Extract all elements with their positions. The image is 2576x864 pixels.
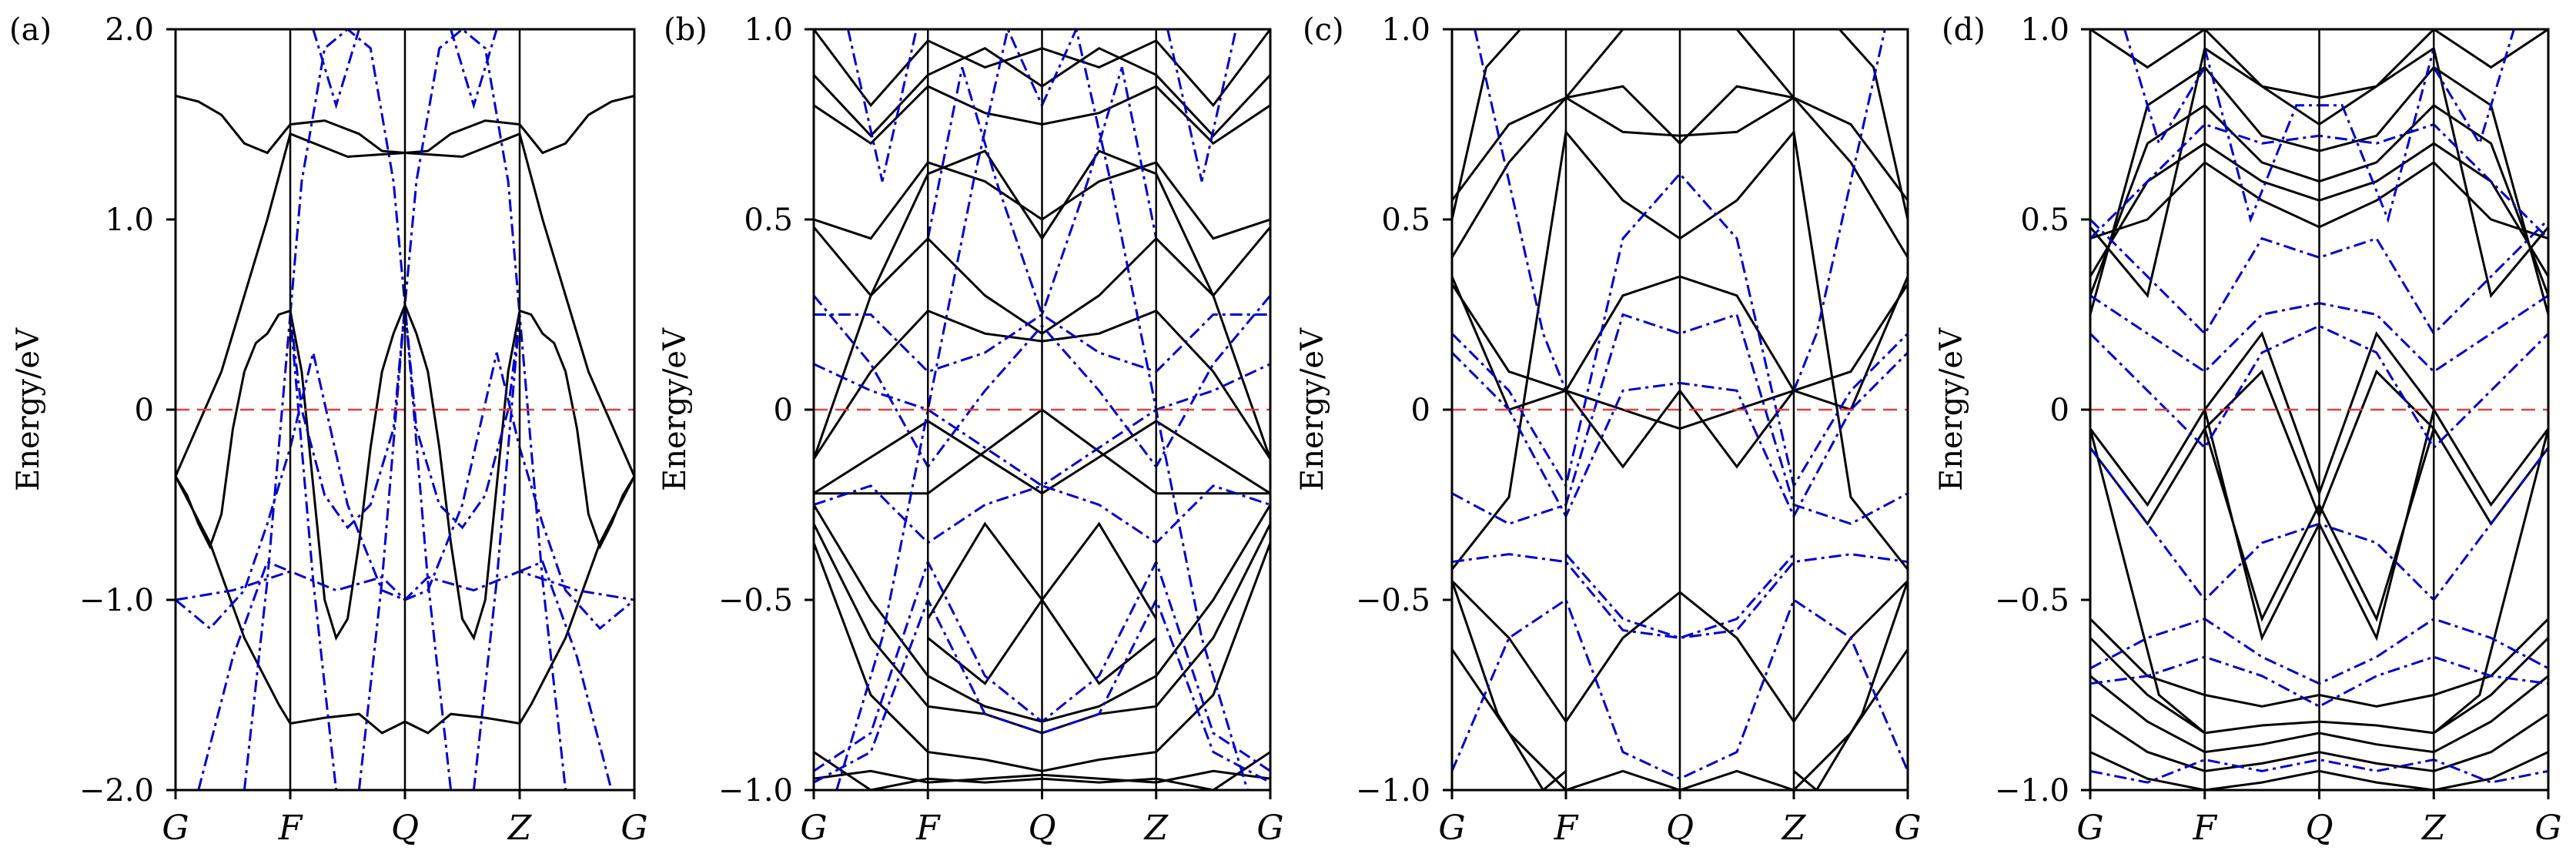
band-dashdot-24 [835, 29, 1043, 790]
band-solid-6 [1564, 29, 1795, 99]
band-dashdot-7 [289, 305, 521, 530]
xtick-label: F [915, 809, 941, 848]
panel-label: (c) [1303, 12, 1344, 48]
panel-2: −1.0 −0.5 0 0.5 1.0 G F Q Z G Energy/eV (b) [657, 12, 1284, 848]
xtick-label: G [2076, 809, 2103, 848]
band-dashdot-17 [1452, 553, 1908, 639]
band-dashdot-16 [1452, 313, 1908, 525]
panel-3: −1.0 −0.5 0 0.5 1.0 G F Q Z G Energy/eV (c) [1295, 12, 1922, 848]
ytick-label: 0 [1411, 393, 1430, 428]
xtick-label: F [1554, 809, 1579, 848]
band-solid-10 [1452, 580, 1567, 790]
ytick-label: 1.0 [744, 12, 793, 48]
xtick-label: G [2534, 809, 2561, 848]
band-dashdot-27 [2123, 29, 2206, 146]
band-solid-17 [2433, 428, 2548, 735]
band-solid-12 [1452, 29, 1521, 220]
y-axis-title: Energy/eV [657, 327, 693, 491]
panel-label: (b) [664, 12, 708, 48]
xtick-label: G [800, 809, 827, 848]
ytick-label: 1.0 [105, 203, 154, 238]
xtick-label: F [278, 809, 303, 848]
xtick-label: Q [1666, 809, 1694, 848]
band-solid-11 [1793, 580, 1908, 790]
xtick-label: Z [507, 809, 533, 848]
band-dashdot-23 [926, 66, 1158, 319]
xtick-label: Z [2420, 809, 2447, 848]
ytick-label: 0 [135, 393, 154, 428]
band-solid-13 [1838, 29, 1908, 220]
xtick-label: G [621, 809, 647, 848]
ytick-label: 2.0 [105, 12, 154, 48]
ytick-label: 1.0 [2020, 12, 2069, 48]
ytick-label: −1.0 [1356, 773, 1430, 809]
band-dashdot-12 [197, 560, 291, 790]
xtick-label: Z [1142, 809, 1169, 848]
band-dashdot-14 [1452, 172, 1908, 489]
band-dashdot-26 [847, 29, 918, 182]
panel-4: −1.0 −0.5 0 0.5 1.0 G F Q Z G Energy/eV (d) [1934, 12, 2562, 848]
ytick-label: 0 [774, 393, 793, 428]
band-dashdot-25 [2090, 758, 2548, 784]
ytick-label: −2.0 [79, 773, 154, 809]
xtick-label: Q [2305, 809, 2333, 848]
ytick-label: −0.5 [1995, 583, 2069, 618]
band-dashdot-27 [1166, 29, 1237, 182]
ytick-label: −0.5 [1356, 583, 1430, 618]
band-dashdot-25 [1041, 29, 1249, 790]
ytick-label: −1.0 [79, 583, 154, 618]
band-dashdot-19 [814, 363, 1270, 487]
band-dashdot-8 [289, 29, 521, 315]
band-dashdot-20 [814, 484, 1270, 544]
band-dashdot-15 [450, 29, 498, 109]
band-solid-9 [1452, 648, 1908, 790]
band-dashdot-14 [312, 29, 360, 109]
xtick-label: G [1256, 809, 1283, 848]
band-dashdot-20 [1474, 29, 1567, 391]
panel-1: −2.0 −1.0 0 1.0 2.0 G F Q Z G Energy/eV (a) [9, 12, 648, 848]
band-dashdot-21 [1792, 29, 1886, 391]
ytick-label: 0 [2050, 393, 2069, 428]
y-axis-title: Energy/eV [11, 327, 46, 491]
xtick-label: G [1894, 809, 1921, 848]
band-dashdot-19 [1564, 553, 1795, 639]
ytick-label: −1.0 [1995, 773, 2069, 809]
band-dashdot-17 [814, 313, 1270, 373]
panels-root: −2.0 −1.0 0 1.0 2.0 G F Q Z G Energy/eV (a) −1.0 −0.5… [9, 12, 2562, 848]
ytick-label: −1.0 [718, 773, 793, 809]
panel-label: (d) [1942, 12, 1986, 48]
y-axis-title: Energy/eV [1934, 327, 1969, 491]
xtick-label: Q [1028, 809, 1055, 848]
ytick-label: −0.5 [718, 583, 793, 618]
ytick-label: 0.5 [744, 203, 793, 238]
ytick-label: 0.5 [1381, 203, 1430, 238]
ytick-label: 0.5 [2020, 203, 2069, 238]
band-dashdot-20 [2090, 218, 2548, 336]
xtick-label: G [1438, 809, 1465, 848]
y-axis-title: Energy/eV [1295, 327, 1330, 491]
ytick-label: 1.0 [1381, 12, 1430, 48]
xtick-label: Z [1781, 809, 1807, 848]
band-dashdot-13 [519, 560, 613, 790]
band-dashdot-28 [2433, 29, 2515, 146]
panel-label: (a) [9, 12, 52, 48]
xtick-label: F [2192, 809, 2217, 848]
band-dashdot-24 [2090, 655, 2548, 708]
xtick-label: G [162, 809, 189, 848]
xtick-label: Q [391, 809, 419, 848]
band-solid-16 [2090, 428, 2206, 735]
